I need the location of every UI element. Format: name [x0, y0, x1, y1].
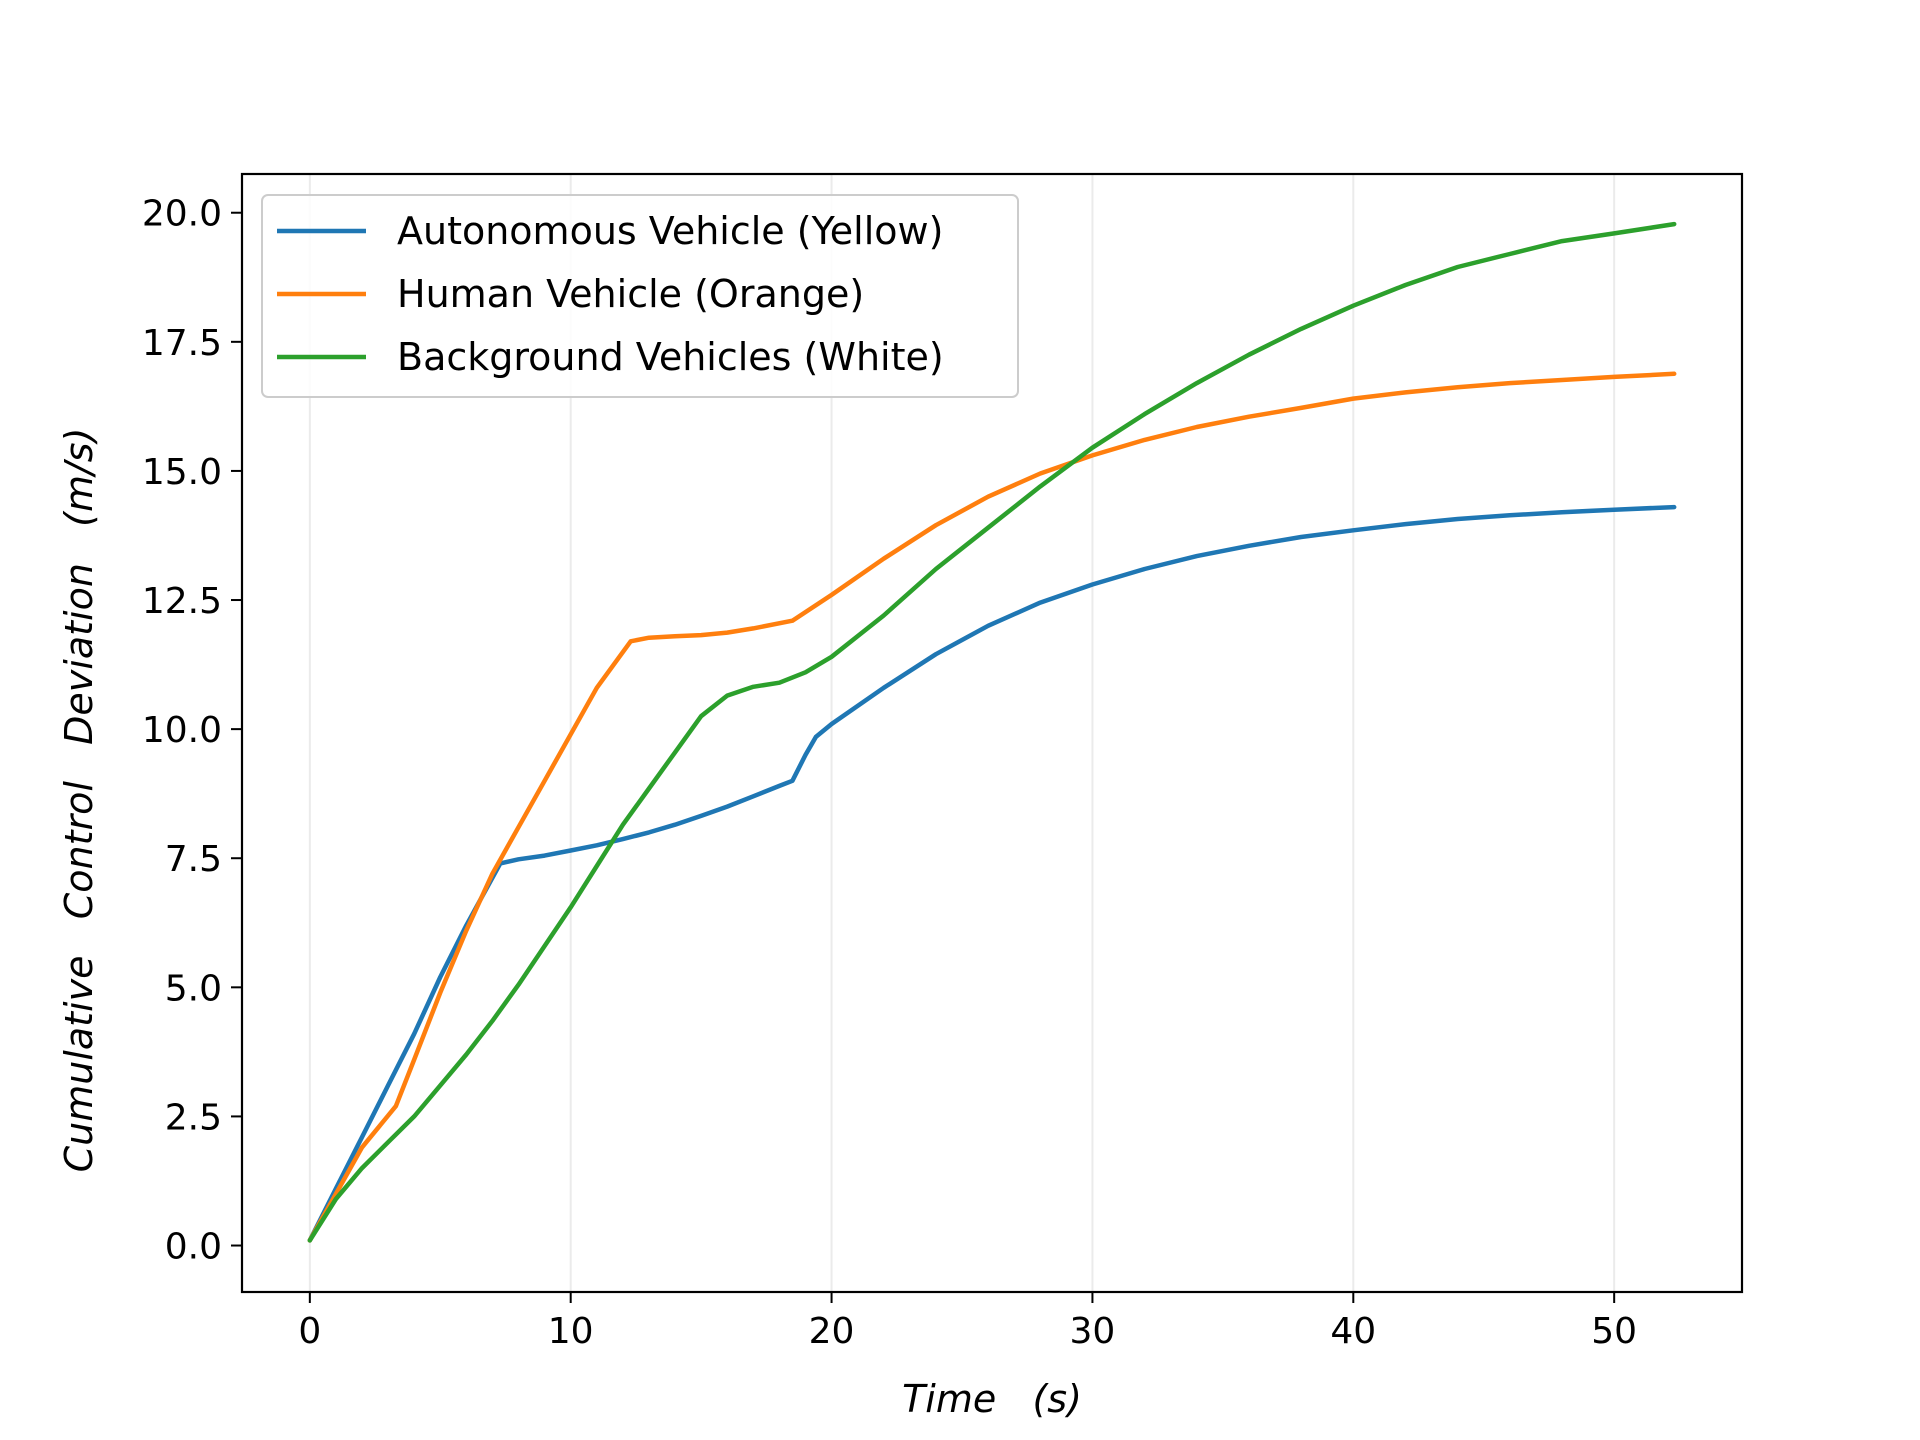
x-axis-label: Time (s) [902, 1377, 1082, 1421]
y-tick-label: 12.5 [142, 581, 222, 622]
y-tick-label: 10.0 [142, 710, 222, 751]
x-tick-label: 10 [548, 1311, 594, 1352]
y-tick-label: 0.0 [165, 1227, 222, 1268]
legend: Autonomous Vehicle (Yellow) Human Vehicle… [261, 194, 1019, 398]
legend-entry-label: Background Vehicles (White) [397, 335, 944, 379]
x-tick-label: 20 [809, 1311, 855, 1352]
series-lines [307, 221, 1677, 1243]
series-line-2 [307, 221, 1677, 1243]
plot-frame [240, 172, 1744, 1294]
y-tick-label: 7.5 [165, 839, 222, 880]
x-tick-label: 40 [1330, 1311, 1376, 1352]
y-tick-label: 20.0 [142, 194, 222, 235]
legend-entry-label: Autonomous Vehicle (Yellow) [397, 209, 943, 253]
legend-entry-label: Human Vehicle (Orange) [397, 272, 864, 316]
legend-box [261, 194, 1019, 398]
y-tick-label: 5.0 [165, 968, 222, 1009]
x-axis: 0 10 20 30 40 50 [298, 1292, 1637, 1352]
y-axis: 0.0 2.5 5.0 7.5 10.0 12.5 15.0 17.5 20.0 [142, 194, 242, 1268]
y-tick-label: 17.5 [142, 323, 222, 364]
x-tick-label: 0 [298, 1311, 321, 1352]
y-tick-label: 15.0 [142, 452, 222, 493]
series-line-1 [307, 371, 1677, 1243]
y-axis-label: Cumulative Control Deviation (m/s) [57, 428, 101, 1173]
x-tick-label: 30 [1070, 1311, 1116, 1352]
y-tick-label: 2.5 [165, 1097, 222, 1138]
x-tick-label: 50 [1591, 1311, 1637, 1352]
